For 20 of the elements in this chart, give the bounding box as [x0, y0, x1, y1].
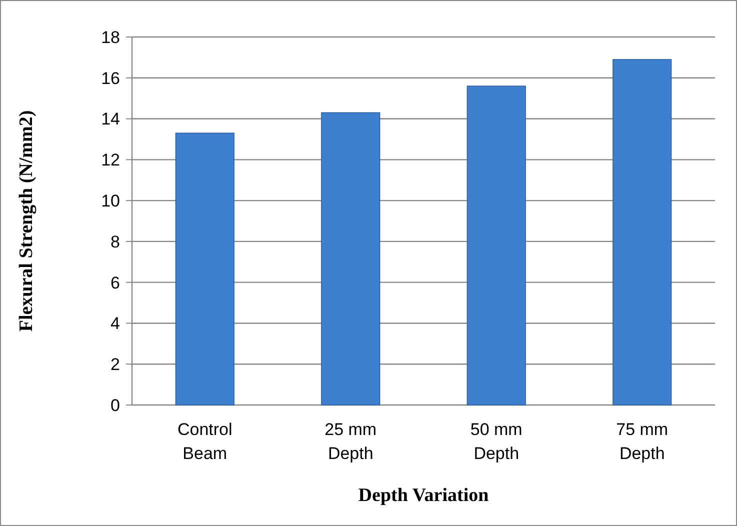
- y-tick-label: 14: [101, 110, 120, 129]
- y-tick-label: 18: [101, 28, 120, 47]
- bar: [175, 132, 234, 406]
- y-tick-label: 6: [110, 273, 120, 292]
- bar: [612, 59, 672, 406]
- y-tick-label: 10: [101, 192, 120, 211]
- y-tick-label: 2: [110, 355, 120, 374]
- y-tick-label: 12: [101, 150, 120, 170]
- y-tick-label: 8: [110, 232, 120, 252]
- bar: [321, 112, 380, 406]
- y-axis-title: Flexural Strength (N/mm2): [16, 110, 37, 332]
- x-tick-label: 25 mm Depth: [324, 420, 377, 463]
- y-tick-label: 0: [110, 396, 120, 415]
- bar: [466, 86, 526, 406]
- x-axis-title: Depth Variation: [358, 485, 490, 506]
- y-tick-label: 4: [110, 314, 120, 334]
- y-tick-label: 16: [101, 68, 120, 88]
- x-tick-label: 50 mm Depth: [470, 420, 522, 463]
- x-tick-label: Control Beam: [177, 420, 232, 463]
- x-tick-label: 75 mm Depth: [616, 420, 668, 463]
